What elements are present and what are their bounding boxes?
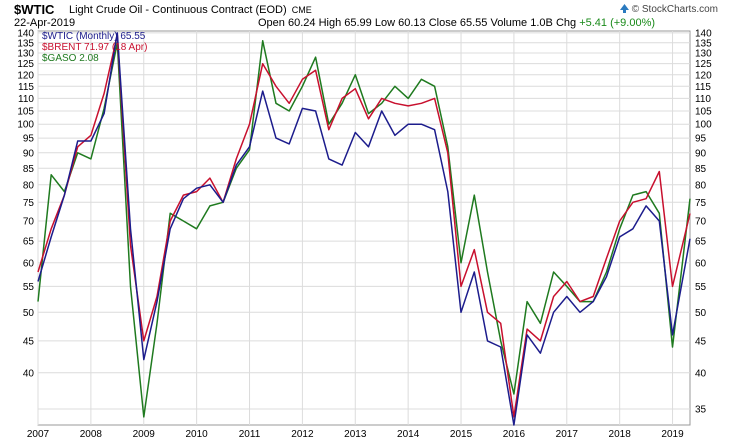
y-tick-label-right: 95 — [695, 134, 707, 145]
y-tick-label-right: 105 — [695, 106, 712, 117]
y-tick-label-right: 50 — [695, 308, 707, 319]
x-tick-label: 2011 — [239, 429, 261, 440]
y-tick-label-left: 120 — [17, 70, 34, 81]
y-tick-label-left: 50 — [23, 308, 35, 319]
y-tick-label-right: 120 — [695, 70, 712, 81]
y-tick-label-left: 100 — [17, 120, 34, 131]
up-arrow-icon — [619, 4, 629, 13]
x-tick-label: 2016 — [503, 429, 526, 440]
chart-legend: $WTIC (Monthly) 65.55 $BRENT 71.97 (18 A… — [42, 31, 148, 64]
y-tick-label-left: 65 — [23, 237, 35, 248]
y-tick-label-left: 95 — [23, 134, 35, 145]
volume-label: Volume — [490, 17, 528, 29]
volume-value: 1.0B — [530, 17, 553, 29]
y-tick-label-left: 90 — [23, 148, 35, 159]
legend-wtic: $WTIC (Monthly) 65.55 — [42, 31, 146, 42]
y-tick-label-right: 140 — [695, 28, 712, 39]
y-tick-label-right: 90 — [695, 148, 707, 159]
x-tick-label: 2019 — [661, 429, 684, 440]
open-value: 60.24 — [287, 17, 316, 29]
y-tick-label-right: 135 — [695, 38, 712, 49]
y-tick-label-left: 70 — [23, 216, 35, 227]
y-tick-label-right: 35 — [695, 405, 707, 416]
y-tick-label-right: 125 — [695, 59, 712, 70]
y-tick-label-right: 55 — [695, 282, 707, 293]
series-line-wtic — [37, 32, 691, 426]
y-tick-label-left: 125 — [17, 59, 34, 70]
y-tick-label-right: 75 — [695, 198, 707, 209]
y-tick-label-left: 80 — [23, 180, 35, 191]
y-tick-label-right: 70 — [695, 216, 707, 227]
y-tick-label-right: 110 — [695, 94, 711, 105]
chg-label: Chg — [555, 17, 577, 29]
open-label: Open — [258, 17, 285, 29]
x-tick-label: 2007 — [27, 429, 50, 440]
y-tick-label-left: 75 — [23, 198, 35, 209]
y-tick-label-right: 100 — [695, 120, 712, 131]
x-tick-label: 2018 — [609, 429, 632, 440]
y-tick-label-left: 110 — [18, 94, 34, 105]
x-tick-label: 2010 — [186, 429, 209, 440]
x-tick-label: 2013 — [344, 429, 367, 440]
x-tick-label: 2014 — [397, 429, 420, 440]
ohlc-summary: Open 60.24 High 65.99 Low 60.13 Close 65… — [258, 17, 655, 29]
chg-value: +5.41 (+9.00%) — [579, 17, 656, 29]
y-tick-label-left: 40 — [23, 368, 35, 379]
watermark-text: © StockCharts.com — [631, 4, 718, 15]
x-tick-label: 2009 — [133, 429, 156, 440]
plot-area — [37, 30, 691, 426]
y-tick-label-right: 130 — [695, 49, 712, 60]
y-tick-label-left: 60 — [23, 258, 35, 269]
y-tick-label-left: 115 — [18, 82, 34, 93]
symbol-label: $WTIC — [14, 2, 55, 17]
x-tick-label: 2017 — [556, 429, 579, 440]
y-tick-label-left: 130 — [17, 49, 34, 60]
y-tick-label-left: 85 — [23, 164, 35, 175]
close-value: 65.55 — [459, 17, 488, 29]
low-label: Low — [374, 17, 396, 29]
instrument-title: Light Crude Oil - Continuous Contract (E… — [69, 4, 312, 16]
x-tick-label: 2015 — [450, 429, 473, 440]
legend-brent: $BRENT 71.97 (18 Apr) — [42, 41, 148, 53]
exchange-label: CME — [291, 5, 312, 15]
close-label: Close — [428, 17, 457, 29]
y-tick-label-left: 135 — [17, 38, 34, 49]
y-tick-label-left: 45 — [23, 336, 35, 347]
x-tick-label: 2008 — [80, 429, 103, 440]
high-label: High — [318, 17, 342, 29]
y-tick-label-left: 140 — [17, 28, 34, 39]
legend-gaso: $GASO 2.08 — [42, 52, 99, 64]
high-value: 65.99 — [344, 17, 372, 29]
x-tick-label: 2012 — [291, 429, 314, 440]
y-tick-label-right: 85 — [695, 164, 707, 175]
y-tick-label-left: 105 — [17, 106, 34, 117]
series-line-brent — [37, 34, 691, 418]
y-tick-label-right: 40 — [695, 368, 707, 379]
y-tick-label-right: 80 — [695, 180, 707, 191]
y-tick-label-right: 45 — [695, 336, 707, 347]
stockcharts-watermark: © StockCharts.com — [619, 4, 718, 15]
quote-date: 22-Apr-2019 — [14, 17, 76, 29]
instrument-name: Light Crude Oil - Continuous Contract (E… — [69, 4, 287, 16]
y-tick-label-right: 65 — [695, 237, 707, 248]
y-tick-label-left: 55 — [23, 282, 35, 293]
low-value: 60.13 — [398, 17, 426, 29]
y-tick-label-right: 60 — [695, 258, 707, 269]
y-tick-label-right: 115 — [695, 82, 711, 93]
